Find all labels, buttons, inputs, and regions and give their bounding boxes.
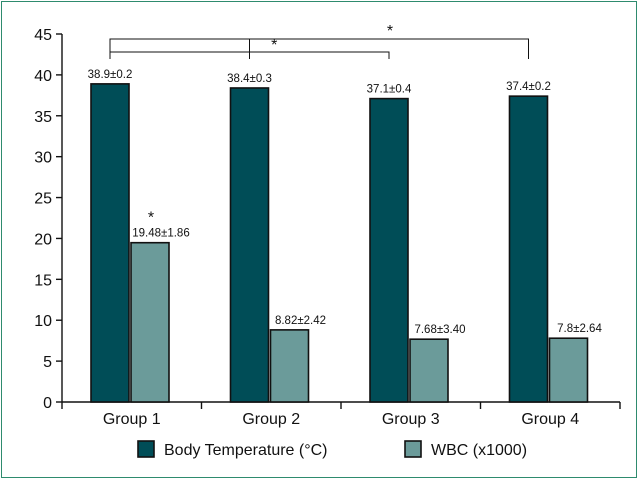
legend: Body Temperature (°C) WBC (x1000) [137, 440, 527, 459]
x-category-label: Group 4 [521, 411, 579, 428]
legend-swatch [137, 440, 155, 458]
bracket-group1-group3 [110, 51, 390, 59]
bar-wbc [269, 329, 310, 403]
legend-label: Body Temperature (°C) [164, 442, 328, 459]
significance-star: * [148, 210, 154, 227]
y-axis: 0 5 10 15 20 25 30 35 40 45 [34, 27, 63, 412]
y-tick-label: 40 [34, 68, 52, 85]
x-category-label: Group 2 [242, 411, 300, 428]
bar-wbc [548, 337, 589, 403]
data-label: 37.4±0.2 [506, 81, 551, 93]
bars-layer [90, 83, 589, 403]
bar-wbc [130, 241, 170, 403]
figure-frame: 0 5 10 15 20 25 30 35 40 45 Group 1 Group 2 Group 3… [1, 1, 637, 478]
x-category-label: Group 1 [103, 411, 161, 428]
y-tick-label: 10 [34, 313, 52, 330]
bar-chart: 0 5 10 15 20 25 30 35 40 45 Group 1 Group 2 Group 3… [34, 23, 621, 459]
bar-body-temperature [229, 87, 270, 403]
data-label: 7.68±3.40 [414, 324, 465, 336]
y-tick-label: 20 [34, 231, 52, 248]
data-label: 37.1±0.4 [367, 84, 412, 96]
y-tick-label: 5 [43, 354, 52, 371]
y-tick-label: 35 [34, 109, 52, 126]
legend-swatch [404, 440, 422, 458]
legend-label: WBC (x1000) [431, 442, 527, 459]
bracket-star: * [387, 23, 393, 40]
x-category-label: Group 3 [382, 411, 440, 428]
y-tick-label: 0 [43, 395, 52, 412]
x-axis: Group 1 Group 2 Group 3 Group 4 [61, 401, 621, 428]
data-label: 7.8±2.64 [557, 323, 602, 335]
significance-brackets: * * * [109, 23, 529, 227]
data-label: 38.9±0.2 [88, 69, 133, 81]
bracket-star: * [271, 37, 277, 54]
data-label: 38.4±0.3 [227, 73, 272, 85]
data-labels-layer: 38.9±0.2 38.4±0.3 37.1±0.4 37.4±0.2 19.48±1.… [88, 69, 603, 336]
bar-body-temperature [369, 97, 409, 403]
y-tick-label: 30 [34, 150, 52, 167]
bar-body-temperature [508, 95, 549, 403]
bar-wbc [409, 338, 449, 403]
bar-body-temperature [90, 83, 130, 403]
y-tick-label: 15 [34, 272, 52, 289]
data-label: 8.82±2.42 [275, 315, 326, 327]
data-label: 19.48±1.86 [132, 228, 189, 240]
y-tick-label: 45 [34, 27, 52, 44]
bracket-group1-group4 [109, 38, 529, 59]
y-tick-label: 25 [34, 191, 52, 208]
